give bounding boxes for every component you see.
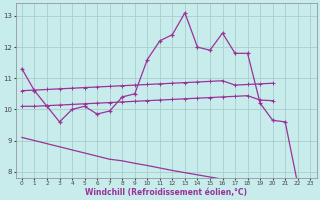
X-axis label: Windchill (Refroidissement éolien,°C): Windchill (Refroidissement éolien,°C) (85, 188, 247, 197)
